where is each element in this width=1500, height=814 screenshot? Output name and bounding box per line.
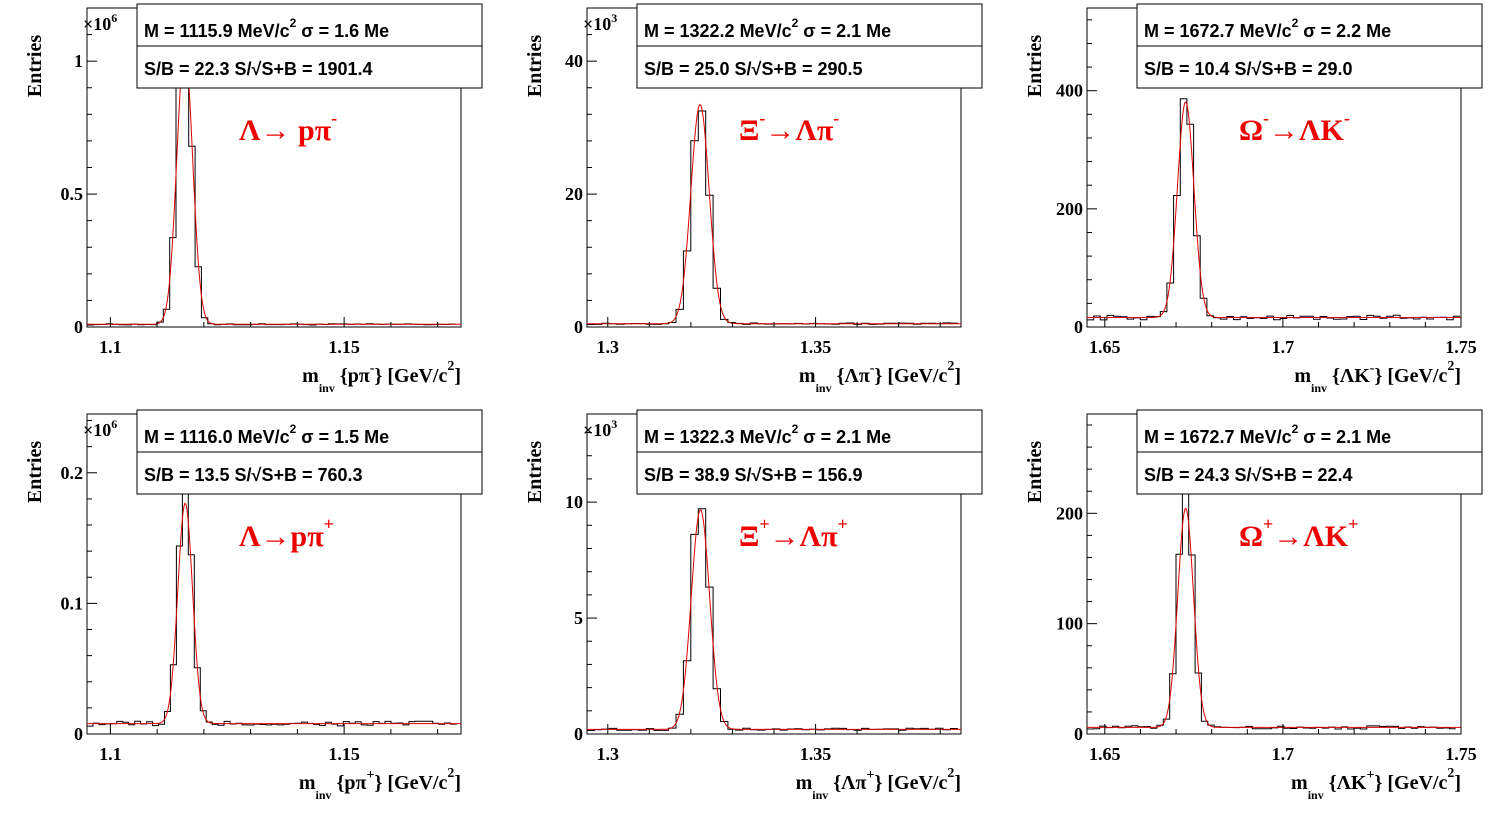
y-tick-label: 0 xyxy=(574,724,583,744)
histogram-line xyxy=(1087,98,1460,321)
fit-curve xyxy=(1087,507,1461,728)
y-axis-label: Entries xyxy=(524,35,546,97)
x-tick-label: 1.7 xyxy=(1272,744,1295,764)
y-axis-label: Entries xyxy=(24,441,46,503)
x-tick-label: 1.75 xyxy=(1445,337,1477,357)
stats-line-1: M = 1116.0 MeV/c2 σ = 1.5 Me xyxy=(144,422,389,447)
stats-line-2: S/B = 10.4 S/√S+B = 29.0 xyxy=(1144,59,1353,79)
stats-box: M = 1115.9 MeV/c2 σ = 1.6 Me S/B = 22.3 S… xyxy=(136,3,483,89)
stats-line-1: M = 1672.7 MeV/c2 σ = 2.2 Me xyxy=(1144,16,1391,41)
x-tick-label: 1.1 xyxy=(99,337,122,357)
x-axis-label: minv {ΛK-} [GeV/c2] xyxy=(1294,359,1461,395)
y-tick-label: 400 xyxy=(1056,81,1083,101)
x-tick-label: 1.35 xyxy=(800,744,832,764)
panel-top-left: 0 0.5 1 1.1 1.15 Entries ×106 minv {pπ-} [GeV/c… xyxy=(24,3,483,395)
fit-curve xyxy=(1087,101,1461,318)
y-tick-label: 0 xyxy=(74,317,83,337)
stats-line-1: M = 1115.9 MeV/c2 σ = 1.6 Me xyxy=(144,16,389,41)
reaction-label: Ξ+→Λπ+ xyxy=(739,514,848,553)
x-axis-label: minv {ΛK+} [GeV/c2] xyxy=(1291,766,1461,802)
x-tick-label: 1.15 xyxy=(328,744,360,764)
reaction-label: Ω+→ΛK+ xyxy=(1239,514,1358,553)
stats-line-2: S/B = 25.0 S/√S+B = 290.5 xyxy=(644,59,863,79)
panel-bottom-right: 0 100 200 1.65 1.7 1.75 Entries minv {ΛK+} [GeV… xyxy=(1024,409,1483,802)
reaction-label: Λ→pπ+ xyxy=(239,514,334,553)
stats-line-1: M = 1322.3 MeV/c2 σ = 2.1 Me xyxy=(644,422,891,447)
x-tick-label: 1.3 xyxy=(597,744,620,764)
y-tick-label: 1 xyxy=(74,51,83,71)
y-axis-label: Entries xyxy=(1024,441,1046,503)
stats-line-1: M = 1672.7 MeV/c2 σ = 2.1 Me xyxy=(1144,422,1391,447)
x-tick-label: 1.65 xyxy=(1089,744,1121,764)
y-axis-label: Entries xyxy=(1024,35,1046,97)
y-tick-label: 0.1 xyxy=(61,593,84,613)
panel-bottom-left: 0 0.1 0.2 1.1 1.15 Entries ×106 minv {pπ+} [GeV… xyxy=(24,409,483,802)
stats-box: M = 1116.0 MeV/c2 σ = 1.5 Me S/B = 13.5 S… xyxy=(136,409,483,495)
x-tick-label: 1.35 xyxy=(800,337,832,357)
y-tick-label: 10 xyxy=(565,492,583,512)
y-tick-label: 0 xyxy=(1074,317,1083,337)
y-tick-label: 0 xyxy=(74,724,83,744)
reaction-label: Ξ-→Λπ- xyxy=(739,108,839,147)
stats-box: M = 1672.7 MeV/c2 σ = 2.2 Me S/B = 10.4 S… xyxy=(1136,3,1483,89)
fit-curve xyxy=(87,502,461,725)
panel-top-right: 0 200 400 1.65 1.7 1.75 Entries minv {ΛK-} [GeV… xyxy=(1024,3,1483,395)
x-axis-label: minv {pπ+} [GeV/c2] xyxy=(299,766,461,802)
stats-line-1: M = 1322.2 MeV/c2 σ = 2.1 Me xyxy=(644,16,891,41)
y-tick-label: 20 xyxy=(565,184,583,204)
stats-box: M = 1672.7 MeV/c2 σ = 2.1 Me S/B = 24.3 S… xyxy=(1136,409,1483,495)
x-tick-label: 1.75 xyxy=(1445,744,1477,764)
y-tick-label: 40 xyxy=(565,51,583,71)
y-tick-label: 0 xyxy=(1074,724,1083,744)
histogram-line xyxy=(87,485,457,727)
y-tick-label: 0.2 xyxy=(61,463,84,483)
stats-line-2: S/B = 38.9 S/√S+B = 156.9 xyxy=(644,465,863,485)
y-tick-label: 0.5 xyxy=(61,184,84,204)
axis-multiplier: ×103 xyxy=(583,417,617,440)
fit-curve xyxy=(87,46,461,325)
panel-top-middle: 0 20 40 1.3 1.35 Entries ×103 minv {Λπ-} [GeV/c… xyxy=(524,3,983,395)
x-axis-label: minv {pπ-} [GeV/c2] xyxy=(302,359,461,395)
y-tick-label: 100 xyxy=(1056,614,1083,634)
x-tick-label: 1.65 xyxy=(1089,337,1121,357)
x-axis-label: minv {Λπ-} [GeV/c2] xyxy=(799,359,961,395)
axis-multiplier: ×103 xyxy=(583,11,617,34)
reaction-label: Ω-→ΛK- xyxy=(1239,108,1350,147)
stats-box: M = 1322.3 MeV/c2 σ = 2.1 Me S/B = 38.9 S… xyxy=(636,409,983,495)
y-axis-label: Entries xyxy=(24,35,46,97)
axis-multiplier: ×106 xyxy=(83,417,117,440)
x-tick-label: 1.15 xyxy=(328,337,360,357)
axis-multiplier: ×106 xyxy=(83,11,117,34)
stats-box: M = 1322.2 MeV/c2 σ = 2.1 Me S/B = 25.0 S… xyxy=(636,3,983,89)
x-tick-label: 1.7 xyxy=(1272,337,1295,357)
x-axis-label: minv {Λπ+} [GeV/c2] xyxy=(796,766,961,802)
stats-line-2: S/B = 13.5 S/√S+B = 760.3 xyxy=(144,465,363,485)
y-tick-label: 200 xyxy=(1056,199,1083,219)
reaction-label: Λ→ pπ- xyxy=(239,108,337,147)
y-tick-label: 5 xyxy=(574,608,583,628)
stats-line-2: S/B = 24.3 S/√S+B = 22.4 xyxy=(1144,465,1353,485)
stats-line-2: S/B = 22.3 S/√S+B = 1901.4 xyxy=(144,59,373,79)
panel-bottom-middle: 0 5 10 1.3 1.35 Entries ×103 minv {Λπ+} [GeV/c2… xyxy=(524,409,983,802)
x-tick-label: 1.3 xyxy=(597,337,620,357)
y-axis-label: Entries xyxy=(524,441,546,503)
y-tick-label: 200 xyxy=(1056,503,1083,523)
y-tick-label: 0 xyxy=(574,317,583,337)
x-tick-label: 1.1 xyxy=(99,744,122,764)
